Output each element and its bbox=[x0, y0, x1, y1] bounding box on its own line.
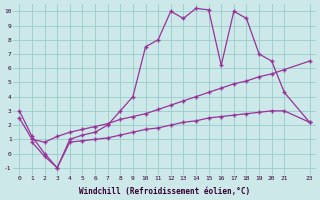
X-axis label: Windchill (Refroidissement éolien,°C): Windchill (Refroidissement éolien,°C) bbox=[79, 187, 250, 196]
